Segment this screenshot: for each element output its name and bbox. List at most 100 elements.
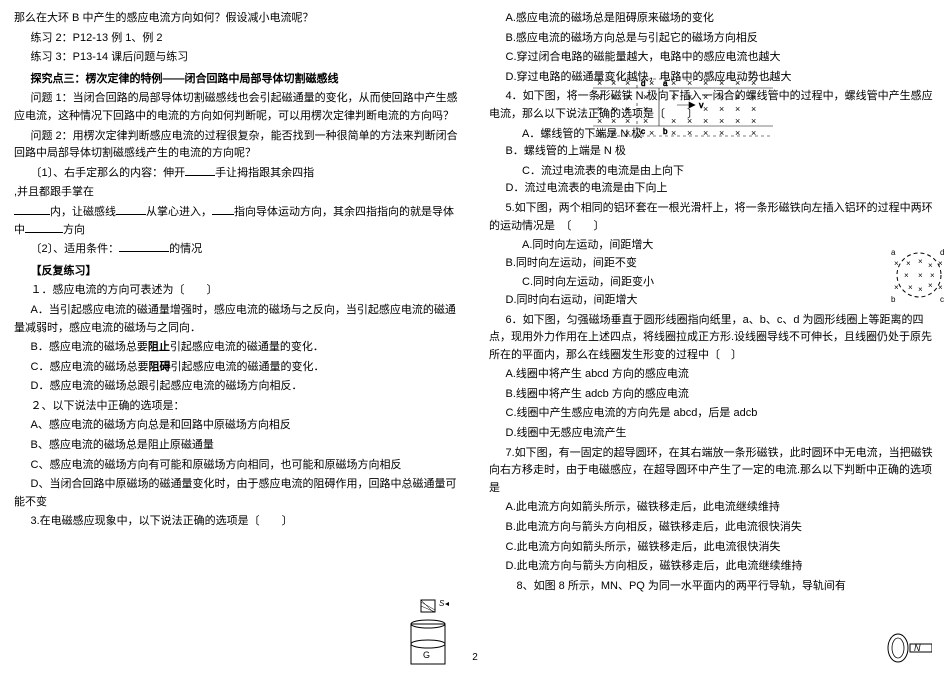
svg-text:×: × — [671, 78, 676, 88]
rule-line: ,并且都跟手掌在 — [14, 184, 461, 202]
svg-text:×: × — [751, 128, 756, 138]
option: A．当引起感应电流的磁通量增强时，感应电流的磁场与之反向，当引起感应电流的磁通量… — [14, 302, 461, 337]
svg-text:×: × — [649, 128, 654, 138]
option: B.感应电流的磁场方向总是与引起它的磁场方向相反 — [489, 30, 936, 48]
paragraph: 问题 2：用楞次定律判断感应电流的过程很复杂，能否找到一种很简单的方法来判断闭合… — [14, 128, 461, 163]
svg-text:×: × — [687, 92, 692, 102]
svg-text:S: S — [439, 599, 445, 608]
svg-text:×: × — [643, 92, 648, 102]
option: A.此电流方向如箭头所示，磁铁移走后，此电流继续维持 — [489, 499, 936, 517]
option: C.同时向左运动，间距变小 — [506, 274, 725, 292]
svg-text:×: × — [611, 104, 616, 114]
svg-text:×: × — [751, 104, 756, 114]
svg-text:G: G — [423, 650, 430, 660]
rule-line: 内，让磁感线从掌心进入，指向导体运动方向，其余四指指向的就是导体中方向 — [14, 204, 461, 239]
circle-figure: ××× ××× ××× a d b c ×× ×× — [888, 244, 950, 306]
svg-text:×: × — [703, 78, 708, 88]
svg-text:×: × — [671, 128, 676, 138]
svg-text:N: N — [914, 643, 921, 653]
svg-text:d: d — [940, 248, 944, 257]
svg-text:×: × — [597, 128, 602, 138]
option: B.此电流方向与箭头方向相反，磁铁移走后，此电流很快消失 — [489, 519, 936, 537]
option: D．感应电流的磁场总跟引起感应电流的磁场方向相反． — [14, 378, 461, 396]
svg-text:×: × — [625, 92, 630, 102]
svg-text:×: × — [703, 128, 708, 138]
option: B.同时向左运动，间距不变 — [489, 255, 708, 273]
text: 从掌心进入， — [146, 206, 212, 218]
svg-text:×: × — [625, 104, 630, 114]
svg-text:×: × — [703, 104, 708, 114]
svg-text:×: × — [894, 283, 899, 292]
svg-text:b: b — [663, 127, 668, 136]
section-heading: 探究点三：楞次定律的特例——闭合回路中局部导体切割磁感线 — [14, 71, 461, 89]
svg-text:×: × — [938, 259, 943, 268]
svg-text:×: × — [703, 92, 708, 102]
svg-text:a: a — [891, 248, 896, 257]
question: １．感应电流的方向可表述为〔 〕 — [14, 282, 461, 300]
option-row: C．流过电流表的电流是由上向下D．流过电流表的电流是由下向上 — [489, 163, 936, 198]
svg-text:×: × — [938, 283, 943, 292]
svg-text:×: × — [928, 281, 933, 290]
svg-text:×: × — [597, 78, 602, 88]
option: B．感应电流的磁场总要阻止引起感应电流的磁通量的变化． — [14, 339, 461, 357]
svg-text:a: a — [663, 79, 668, 88]
svg-text:×: × — [735, 116, 740, 126]
option: C.此电流方向如箭头所示，磁铁移走后，此电流很快消失 — [489, 539, 936, 557]
coil-figure: N — [884, 632, 932, 664]
svg-text:×: × — [597, 92, 602, 102]
svg-text:×: × — [611, 116, 616, 126]
svg-text:×: × — [918, 271, 923, 280]
svg-text:×: × — [687, 116, 692, 126]
text: C．感应电流的磁场总要 — [31, 361, 149, 373]
svg-text:×: × — [906, 259, 911, 268]
text: 引起感应电流的磁通量的变化． — [170, 361, 324, 373]
option: B.线圈中将产生 adcb 方向的感应电流 — [489, 386, 936, 404]
svg-text:×: × — [687, 128, 692, 138]
svg-text:×: × — [625, 116, 630, 126]
svg-text:×: × — [918, 257, 923, 266]
svg-text:×: × — [703, 116, 708, 126]
text: 引起感应电流的磁通量的变化． — [170, 341, 324, 353]
text: 内，让磁感线 — [50, 206, 116, 218]
option: A、感应电流的磁场方向总是和回路中原磁场方向相反 — [14, 417, 461, 435]
svg-text:×: × — [643, 116, 648, 126]
svg-text:×: × — [908, 283, 913, 292]
svg-text:×: × — [625, 78, 630, 88]
svg-text:×: × — [928, 261, 933, 270]
option: D.同时向右运动，间距增大 — [489, 292, 708, 310]
option: C、感应电流的磁场方向有可能和原磁场方向相同，也可能和原磁场方向相反 — [14, 457, 461, 475]
svg-text:×: × — [671, 92, 676, 102]
svg-text:×: × — [735, 92, 740, 102]
option: A.线圈中将产生 abcd 方向的感应电流 — [489, 366, 936, 384]
svg-text:×: × — [597, 104, 602, 114]
svg-text:c: c — [940, 295, 944, 304]
exercise-heading: 【反复练习】 — [14, 263, 461, 281]
line: 练习 3：P13-14 课后问题与练习 — [14, 49, 461, 67]
option-row: A.同时向左运动，间距增大B.同时向左运动，间距不变 — [489, 237, 936, 272]
grid-figure: v d a b c ×××××××××× ×××××××××× ××××××××… — [593, 78, 773, 146]
text: 〔1〕、右手定那么的内容：伸开 — [31, 167, 186, 179]
question: 7.如下图，有一固定的超导圆环，在其右端放一条形磁铁，此时圆环中无电流，当把磁铁… — [489, 445, 936, 498]
option: C．感应电流的磁场总要阻碍引起感应电流的磁通量的变化． — [14, 359, 461, 377]
svg-text:×: × — [719, 78, 724, 88]
option: D.线圈中无感应电流产生 — [489, 425, 936, 443]
question: 3.在电磁感应现象中，以下说法正确的选项是〔 〕 — [14, 513, 461, 531]
option: A.同时向左运动，间距增大 — [506, 237, 725, 255]
text: 的情况 — [169, 243, 202, 255]
option: C.线圈中产生感应电流的方向先是 abcd，后是 adcb — [489, 405, 936, 423]
svg-text:×: × — [643, 104, 648, 114]
paragraph: 问题 1：当闭合回路的局部导体切割磁感线也会引起磁通量的变化，从而使回路中产生感… — [14, 90, 461, 125]
left-column: 那么在大环 B 中产生的感应电流方向如何？假设减小电流呢？ 练习 2：P12-1… — [0, 0, 475, 672]
question: 8、如图 8 所示，MN、PQ 为同一水平面内的两平行导轨，导轨间有 — [489, 578, 936, 596]
text: B．感应电流的磁场总要 — [31, 341, 148, 353]
option-row: C.同时向左运动，间距变小D.同时向右运动，间距增大 — [489, 274, 936, 309]
text: 手让拇指跟其余四指 — [215, 167, 314, 179]
svg-text:×: × — [687, 78, 692, 88]
svg-text:×: × — [597, 116, 602, 126]
svg-text:×: × — [719, 104, 724, 114]
svg-text:×: × — [719, 128, 724, 138]
svg-text:b: b — [891, 295, 896, 304]
option: C.穿过闭合电路的磁能量越大，电路中的感应电流也越大 — [489, 49, 936, 67]
question: 5.如下图，两个相同的铝环套在一根光滑杆上，将一条形磁铁向左插入铝环的过程中两环… — [489, 200, 936, 235]
svg-text:×: × — [671, 116, 676, 126]
